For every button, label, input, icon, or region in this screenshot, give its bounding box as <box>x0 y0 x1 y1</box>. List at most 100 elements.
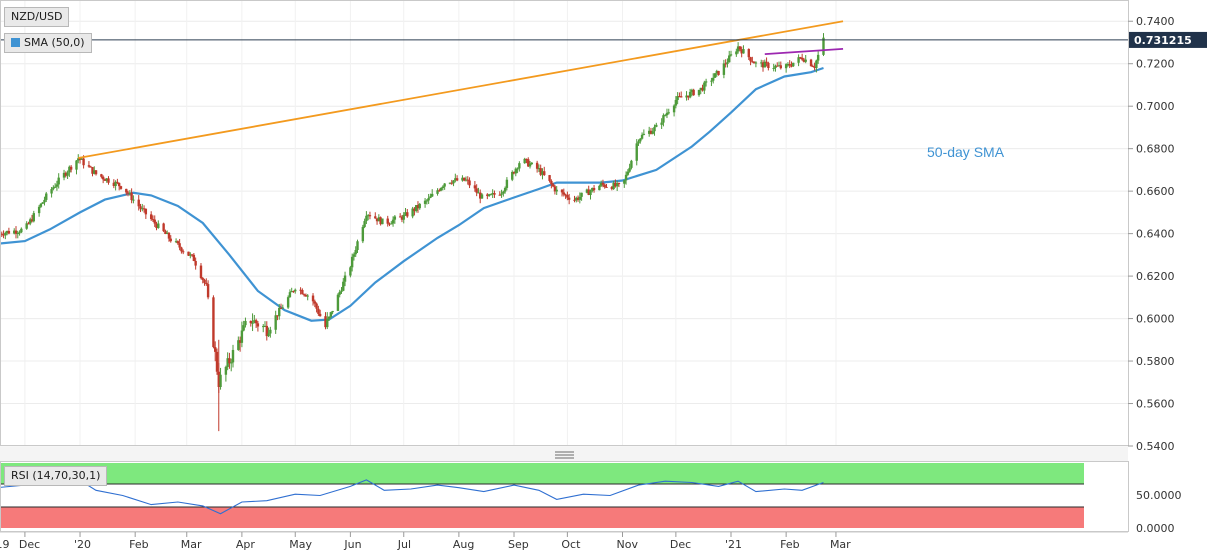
candle-body <box>276 315 279 317</box>
candle <box>772 63 775 72</box>
candle <box>62 169 66 181</box>
candle <box>523 157 526 164</box>
rsi-pane[interactable]: 50.0000 0.0000 <box>0 461 1182 536</box>
candle-body <box>318 313 322 317</box>
candle <box>503 186 507 194</box>
candle-body <box>628 167 631 172</box>
rsi-legend[interactable]: RSI (14,70,30,1) <box>4 466 108 486</box>
candle-body <box>315 303 318 309</box>
time-tick-label: Aug <box>453 538 474 551</box>
candle-body <box>379 217 382 225</box>
candle <box>592 185 596 193</box>
candle-body <box>747 49 750 58</box>
candle-body <box>511 171 514 180</box>
candle-body <box>690 89 694 92</box>
price-tick-label: 0.5600 <box>1136 398 1175 411</box>
candle-body <box>822 37 825 55</box>
price-axis[interactable]: 0.7400 0.7200 0.7000 0.6800 0.6600 0.6400 0.62… <box>1128 15 1175 453</box>
candle <box>317 305 320 316</box>
candle-body <box>660 122 663 125</box>
candle <box>564 193 567 199</box>
candle-body <box>398 216 402 218</box>
candle <box>50 187 53 198</box>
candle-body <box>269 329 272 334</box>
candle <box>64 171 68 178</box>
candle <box>423 198 427 208</box>
candle <box>804 54 807 64</box>
pane-resize-handle[interactable] <box>555 451 574 459</box>
candle <box>626 169 630 176</box>
candle <box>52 185 55 191</box>
candle-body <box>697 89 701 96</box>
candle-body <box>228 358 231 364</box>
candle <box>585 188 589 194</box>
candle-body <box>324 316 327 328</box>
trendline-purple <box>764 47 844 56</box>
candle <box>116 178 119 185</box>
candle <box>363 218 366 229</box>
candle <box>292 290 295 293</box>
candle-body <box>512 171 516 174</box>
time-tick-label: '20 <box>74 538 91 551</box>
candle-body <box>144 208 148 215</box>
candle-body <box>688 91 692 98</box>
candle <box>603 183 606 189</box>
time-tick-label: Jul <box>397 538 411 551</box>
candle-body <box>52 187 55 190</box>
candle <box>548 174 551 183</box>
candle <box>406 209 409 218</box>
candle <box>324 312 327 330</box>
candle <box>601 179 605 188</box>
candle-body <box>254 320 258 324</box>
sma-legend[interactable]: SMA (50,0) <box>4 33 92 53</box>
candle-body <box>126 192 130 194</box>
candle-body <box>599 182 603 186</box>
candle-body <box>93 170 96 174</box>
candle <box>487 193 491 198</box>
candle <box>480 193 484 199</box>
candle <box>566 191 569 201</box>
candle <box>361 224 365 244</box>
candle <box>466 176 469 185</box>
candle-body <box>480 194 484 199</box>
candle <box>463 177 466 182</box>
candle-body <box>189 254 192 256</box>
candle-body <box>653 126 656 132</box>
candle-body <box>219 374 222 387</box>
candle-body <box>240 330 244 343</box>
candle-body <box>639 138 642 142</box>
time-axis[interactable]: '19 Dec '20 Feb Mar Apr May Jun Jul Aug Sep Oct Nov D… <box>0 532 851 551</box>
candle-body <box>388 223 391 225</box>
candle <box>4 231 7 240</box>
candle-body <box>69 166 73 170</box>
candle <box>16 230 19 239</box>
pane-divider[interactable] <box>0 447 1128 461</box>
candle <box>265 321 268 341</box>
candle <box>240 321 244 348</box>
candle-body <box>436 190 439 194</box>
candle-body <box>550 180 553 185</box>
candle-body <box>692 89 695 96</box>
candle <box>331 310 334 315</box>
candle-body <box>663 115 667 117</box>
candle-body <box>601 182 605 185</box>
candle <box>612 180 615 190</box>
candle-body <box>541 171 544 175</box>
candle-body <box>455 178 459 181</box>
candle-body <box>16 233 19 235</box>
candle <box>7 227 11 235</box>
candle <box>624 171 628 185</box>
candle <box>299 287 302 295</box>
candle-body <box>676 96 679 100</box>
candle-body <box>290 291 293 293</box>
candle-body <box>279 307 283 309</box>
candle <box>128 190 132 196</box>
candle <box>286 295 290 309</box>
candle <box>450 179 453 185</box>
candle-body <box>400 216 404 220</box>
candle-body <box>224 366 228 375</box>
candle <box>149 211 153 221</box>
candle-body <box>132 199 135 201</box>
candle-body <box>281 307 284 309</box>
